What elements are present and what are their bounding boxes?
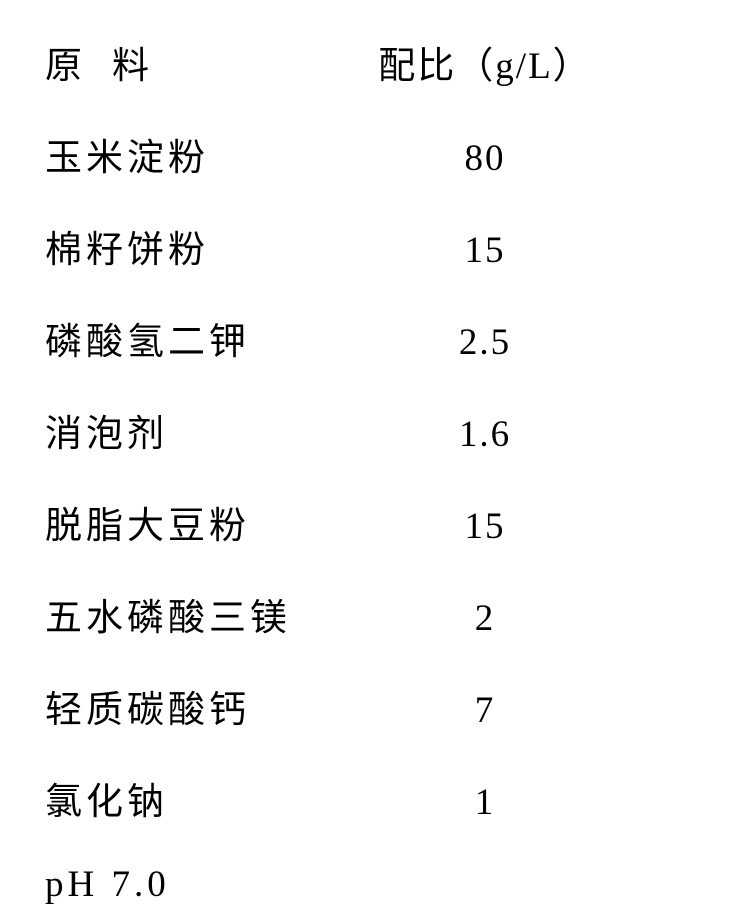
table-row: 磷酸氢二钾 2.5: [45, 311, 688, 365]
cell-ratio: 2.5: [345, 321, 625, 364]
cell-ratio: 15: [345, 505, 625, 548]
table-row: 脱脂大豆粉 15: [45, 495, 688, 549]
header-ratio: 配比（g/L）: [345, 35, 625, 89]
cell-material: 棉籽饼粉: [45, 219, 345, 273]
cell-material: 消泡剂: [45, 403, 345, 457]
cell-ratio: 1: [345, 781, 625, 824]
cell-ratio: 15: [345, 229, 625, 272]
table-footer: pH 7.0: [45, 863, 688, 906]
table-row: 轻质碳酸钙 7: [45, 679, 688, 733]
table-row: 五水磷酸三镁 2: [45, 587, 688, 641]
table-row: 消泡剂 1.6: [45, 403, 688, 457]
table-header: 原料 配比（g/L）: [45, 35, 688, 89]
cell-ratio: 7: [345, 689, 625, 732]
cell-ratio: 80: [345, 137, 625, 180]
table-row: 玉米淀粉 80: [45, 127, 688, 181]
cell-material: 氯化钠: [45, 771, 345, 825]
table-row: 棉籽饼粉 15: [45, 219, 688, 273]
cell-ratio: 1.6: [345, 413, 625, 456]
cell-material: 五水磷酸三镁: [45, 587, 345, 641]
table-row: 氯化钠 1: [45, 771, 688, 825]
cell-material: 玉米淀粉: [45, 127, 345, 181]
cell-material: 磷酸氢二钾: [45, 311, 345, 365]
header-material: 原料: [45, 35, 345, 89]
cell-material: 脱脂大豆粉: [45, 495, 345, 549]
ingredients-table: 原料 配比（g/L） 玉米淀粉 80 棉籽饼粉 15 磷酸氢二钾 2.5 消泡剂…: [45, 35, 688, 906]
cell-ratio: 2: [345, 597, 625, 640]
cell-material: 轻质碳酸钙: [45, 679, 345, 733]
